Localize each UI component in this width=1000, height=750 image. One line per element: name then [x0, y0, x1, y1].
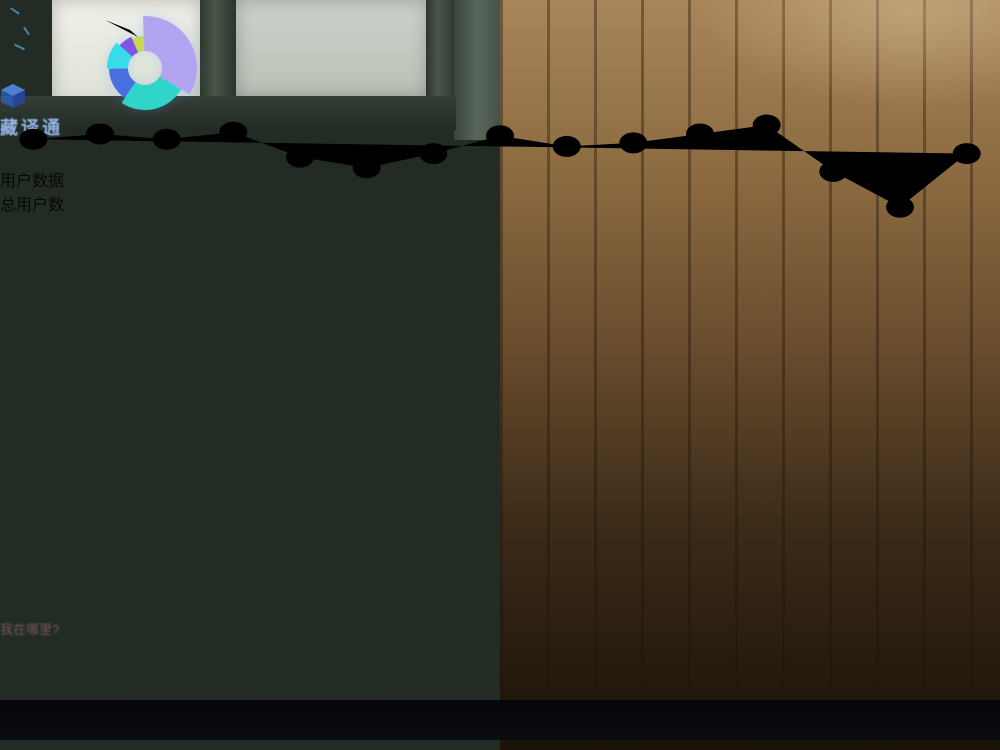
user-data-section-label: 用户数据 — [0, 173, 65, 190]
hot-word[interactable]: 我在哪里? — [0, 622, 60, 637]
tv-stand-shadow — [0, 700, 1000, 740]
donut-slice — [106, 42, 133, 69]
wood-wall — [500, 0, 1000, 750]
donut-slice — [132, 36, 145, 53]
donut-slice — [119, 36, 139, 57]
donut-slice — [143, 15, 197, 95]
donut-slice — [109, 68, 136, 98]
donut-slice — [121, 76, 182, 110]
app-logo-icon — [1, 84, 25, 108]
channel-share-donut — [80, 15, 197, 124]
app-logo-text: 藏译通 — [0, 118, 63, 138]
window-wall — [0, 0, 530, 140]
total-users-label: 总用户数 — [0, 197, 65, 214]
window-pane — [236, 0, 428, 98]
wood-highlight — [700, 0, 1000, 110]
